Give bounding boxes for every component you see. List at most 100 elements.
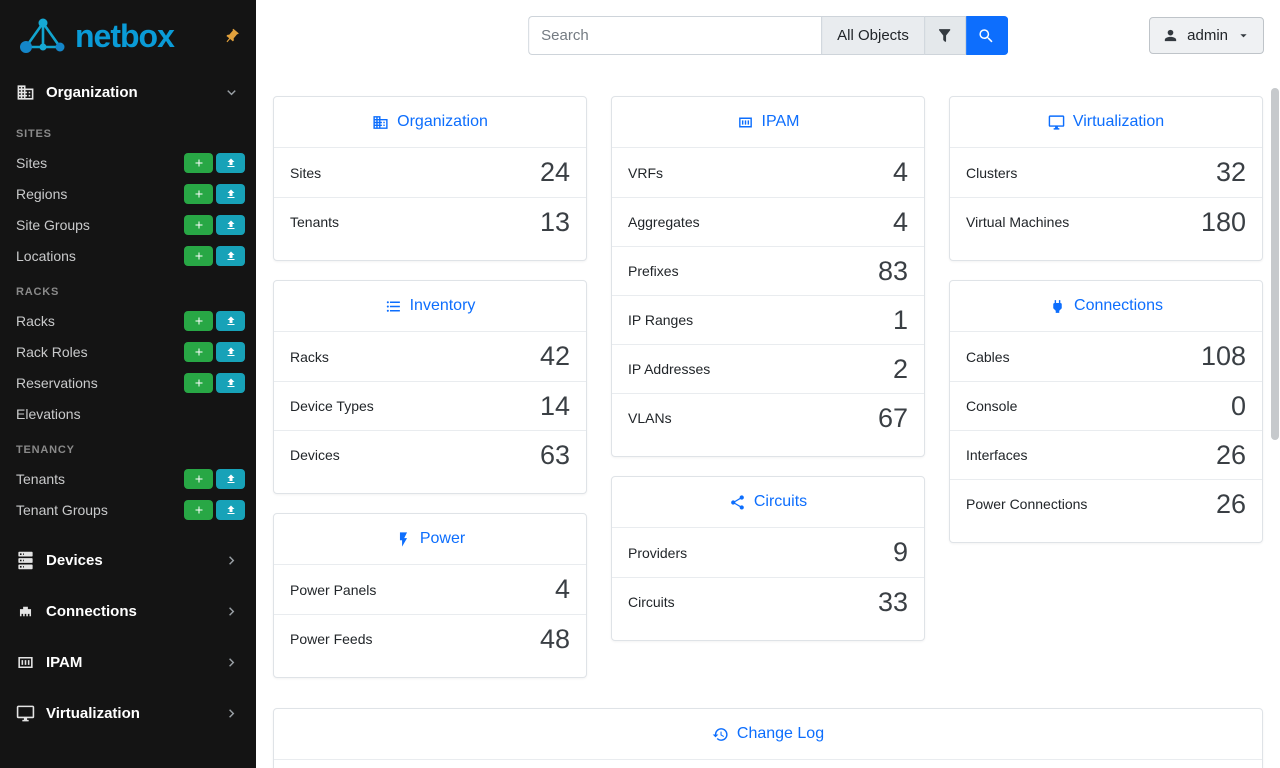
history-icon	[712, 726, 729, 743]
sidebar-section-connections[interactable]: Connections	[0, 586, 256, 637]
add-button[interactable]	[184, 183, 213, 204]
add-button[interactable]	[184, 468, 213, 489]
monitor-icon	[1048, 114, 1065, 130]
stat-value: 108	[1200, 341, 1246, 371]
search-input[interactable]	[528, 16, 822, 55]
sidebar-item-racks[interactable]: Racks	[0, 305, 256, 336]
stat-label[interactable]: Power Feeds	[290, 631, 373, 647]
object-type-dropdown[interactable]: All Objects	[821, 16, 924, 55]
stat-label[interactable]: VLANs	[628, 410, 672, 426]
stat-label[interactable]: Tenants	[290, 214, 340, 230]
import-button[interactable]	[216, 310, 245, 331]
add-button[interactable]	[184, 310, 213, 331]
filter-button[interactable]	[923, 16, 966, 55]
search-submit-button[interactable]	[965, 16, 1008, 55]
counter-icon	[18, 656, 33, 669]
netbox-logo[interactable]: netbox	[16, 14, 175, 58]
section-label: Organization	[46, 84, 138, 101]
card-title[interactable]: Virtualization	[1072, 113, 1165, 130]
card-title[interactable]: Circuits	[753, 493, 808, 510]
stat-label[interactable]: Sites	[290, 164, 322, 181]
card-title[interactable]: Inventory	[409, 297, 476, 314]
scrollbar[interactable]	[1270, 0, 1280, 768]
import-button[interactable]	[216, 468, 245, 489]
import-button[interactable]	[216, 183, 245, 204]
stat-label[interactable]: VRFs	[628, 164, 663, 181]
stat-label[interactable]: Aggregates	[628, 214, 700, 230]
sidebar-item-elevations[interactable]: Elevations	[0, 398, 256, 429]
card-title[interactable]: Change Log	[736, 725, 825, 742]
stat-value: 48	[539, 623, 570, 654]
nav-item-label[interactable]: Rack Roles	[16, 343, 88, 360]
caret-down-icon	[1236, 28, 1251, 43]
sidebar-item-sites[interactable]: Sites	[0, 147, 256, 178]
import-button[interactable]	[216, 214, 245, 235]
card-title[interactable]: Power	[419, 530, 466, 547]
nav-item-label[interactable]: Locations	[16, 247, 76, 264]
stat-label[interactable]: Racks	[290, 348, 329, 365]
sidebar-item-tenant-groups[interactable]: Tenant Groups	[0, 494, 256, 525]
plus-icon	[195, 348, 202, 355]
filter-icon	[936, 27, 953, 44]
share-icon	[730, 494, 744, 510]
stat-label[interactable]: Power Connections	[966, 496, 1088, 512]
add-button[interactable]	[184, 341, 213, 362]
nav-item-label[interactable]: Regions	[16, 185, 68, 202]
stat-label[interactable]: Providers	[628, 544, 688, 561]
nav-item-label[interactable]: Elevations	[16, 405, 81, 422]
counter-icon	[737, 114, 754, 131]
user-menu[interactable]: admin	[1149, 17, 1264, 54]
scrollbar-thumb[interactable]	[1271, 88, 1279, 440]
quick-actions	[184, 499, 245, 520]
stat-row-ip-addresses: IP Addresses 2	[612, 344, 924, 393]
stat-row-clusters: Clusters 32	[950, 148, 1262, 197]
add-button[interactable]	[184, 214, 213, 235]
stat-label[interactable]: Prefixes	[628, 263, 679, 279]
nav-item-label[interactable]: Tenant Groups	[16, 501, 108, 518]
stat-label[interactable]: Interfaces	[966, 447, 1028, 463]
card-title[interactable]: Connections	[1074, 297, 1163, 314]
nav-item-label[interactable]: Sites	[16, 154, 48, 171]
add-button[interactable]	[184, 372, 213, 393]
card-title[interactable]: Organization	[397, 113, 488, 130]
import-button[interactable]	[216, 245, 245, 266]
import-button[interactable]	[216, 499, 245, 520]
sidebar-section-ipam[interactable]: IPAM	[0, 637, 256, 688]
nav-item-label[interactable]: Reservations	[16, 374, 98, 391]
stat-label[interactable]: IP Addresses	[628, 361, 711, 377]
import-button[interactable]	[216, 372, 245, 393]
sidebar-item-reservations[interactable]: Reservations	[0, 367, 256, 398]
stat-label[interactable]: Circuits	[628, 594, 675, 610]
caret-down-icon	[1240, 34, 1247, 38]
card-title[interactable]: IPAM	[761, 113, 800, 130]
stat-label[interactable]: Virtual Machines	[966, 214, 1070, 230]
sidebar-item-site-groups[interactable]: Site Groups	[0, 209, 256, 240]
sidebar-section-virtualization[interactable]: Virtualization	[0, 688, 256, 739]
card-header: Connections	[950, 281, 1262, 332]
add-button[interactable]	[184, 152, 213, 173]
sidebar-item-tenants[interactable]: Tenants	[0, 463, 256, 494]
sidebar-item-rack-roles[interactable]: Rack Roles	[0, 336, 256, 367]
import-button[interactable]	[216, 152, 245, 173]
add-button[interactable]	[184, 245, 213, 266]
stat-row-aggregates: Aggregates 4	[612, 197, 924, 246]
nav-item-label[interactable]: Tenants	[16, 470, 66, 487]
nav-item-label[interactable]: Racks	[16, 312, 55, 329]
add-button[interactable]	[184, 499, 213, 520]
chevron-right-icon	[229, 607, 235, 616]
stat-label[interactable]: Power Panels	[290, 581, 377, 598]
import-button[interactable]	[216, 341, 245, 362]
sidebar-section-devices[interactable]: Devices	[0, 535, 256, 586]
stat-label[interactable]: Cables	[966, 348, 1010, 365]
nav-item-label[interactable]: Site Groups	[16, 216, 90, 233]
chevron-right-icon	[229, 658, 235, 667]
sidebar-section-organization[interactable]: Organization	[0, 72, 256, 113]
sidebar-item-locations[interactable]: Locations	[0, 240, 256, 271]
stat-label[interactable]: Device Types	[290, 398, 374, 414]
stat-label[interactable]: Devices	[290, 447, 340, 463]
stat-label[interactable]: Clusters	[966, 164, 1018, 181]
pin-icon[interactable]	[220, 24, 244, 48]
stat-label[interactable]: Console	[966, 398, 1018, 414]
sidebar-item-regions[interactable]: Regions	[0, 178, 256, 209]
stat-label[interactable]: IP Ranges	[628, 312, 694, 328]
